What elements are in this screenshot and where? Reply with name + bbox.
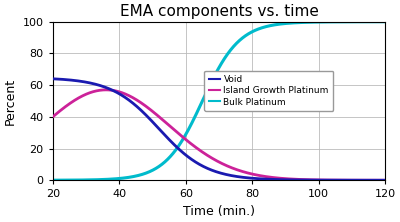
Y-axis label: Percent: Percent xyxy=(4,77,17,125)
X-axis label: Time (min.): Time (min.) xyxy=(183,205,255,218)
Legend: Void, Island Growth Platinum, Bulk Platinum: Void, Island Growth Platinum, Bulk Plati… xyxy=(204,71,333,111)
Title: EMA components vs. time: EMA components vs. time xyxy=(120,4,318,19)
